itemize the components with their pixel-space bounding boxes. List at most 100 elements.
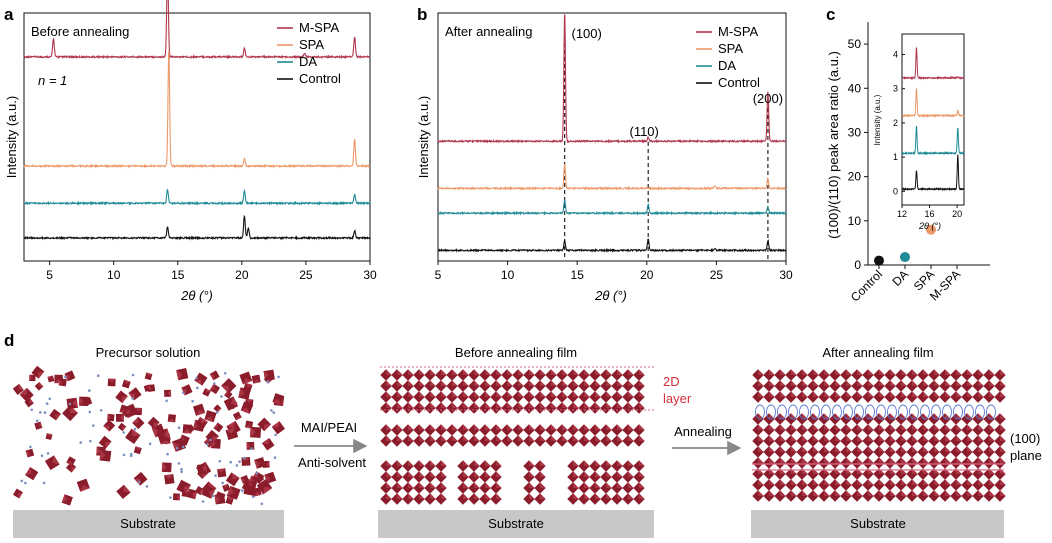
precursor-ion	[79, 441, 82, 444]
after-octahedron-facet	[879, 413, 885, 419]
precursor-octahedron	[133, 471, 148, 486]
before-upper-octahedron-facet	[485, 402, 491, 408]
precursor-octahedron	[256, 479, 273, 495]
panel-c-inset-series-da	[901, 126, 965, 156]
before-upper-octahedron-facet	[551, 391, 557, 397]
panel-b-peak-label: (110)	[629, 124, 658, 139]
after-octahedron-facet	[769, 490, 775, 496]
after-octahedron-facet	[835, 468, 841, 474]
before-lower-octahedron-facet	[573, 482, 579, 488]
precursor-octahedron-shape	[12, 488, 23, 499]
before-lower-octahedron-facet	[386, 471, 392, 477]
panel-b-x-tick-label: 10	[501, 268, 515, 282]
precursor-ion	[196, 386, 199, 390]
after-octahedron-facet	[813, 479, 819, 485]
before-upper-octahedron-facet	[562, 380, 568, 386]
before-upper-octahedron-facet	[474, 380, 480, 386]
precursor-ion	[20, 479, 24, 483]
before-lower-octahedron-facet	[485, 471, 491, 477]
before-upper-octahedron-facet	[518, 424, 524, 430]
after-octahedron-facet	[967, 446, 973, 452]
precursor-octahedron	[213, 404, 222, 413]
precursor-octahedron-shape-facet	[18, 383, 24, 391]
precursor-octahedron	[272, 393, 285, 405]
precursor-ion	[238, 460, 241, 464]
precursor-octahedron-shape-facet	[19, 387, 27, 395]
precursor-octahedron	[121, 379, 131, 389]
precursor-octahedron	[115, 390, 128, 404]
after-octahedron-facet	[978, 479, 984, 485]
precursor-octahedron	[116, 484, 131, 500]
precursor-octahedron-shape-facet	[196, 409, 206, 416]
2d-layer-label-2: layer	[663, 391, 692, 406]
after-octahedron-facet	[879, 490, 885, 496]
after-octahedron-facet	[824, 446, 830, 452]
after-octahedron-facet	[890, 457, 896, 463]
before-upper-octahedron-facet	[606, 380, 612, 386]
before-upper-octahedron-facet	[408, 424, 414, 430]
after-octahedron-facet	[978, 391, 984, 397]
panel-c-category-label: DA	[889, 267, 911, 289]
before-lower-octahedron-facet	[606, 460, 612, 466]
before-lower-octahedron-facet	[441, 471, 447, 477]
after-octahedron-facet	[901, 490, 907, 496]
precursor-octahedron	[172, 493, 181, 501]
after-octahedron-facet	[868, 479, 874, 485]
after-octahedron-facet	[758, 413, 764, 419]
precursor-octahedron-shape-facet	[224, 390, 229, 396]
precursor-ion	[181, 445, 185, 449]
before-lower-octahedron-facet	[386, 482, 392, 488]
after-annealing-film-title: After annealing film	[822, 345, 933, 360]
after-octahedron-facet	[934, 424, 940, 430]
precursor-octahedron	[214, 493, 226, 505]
before-upper-octahedron-facet	[617, 435, 623, 441]
precursor-octahedron	[195, 416, 208, 430]
before-lower-octahedron-facet	[540, 460, 546, 466]
precursor-octahedron	[225, 496, 234, 505]
panel-b-legend-label: Control	[718, 75, 760, 90]
precursor-octahedron	[147, 416, 160, 429]
precursor-ion	[255, 472, 259, 475]
precursor-octahedron	[133, 446, 142, 455]
before-lower-octahedron-facet	[408, 493, 414, 499]
after-octahedron-facet	[857, 424, 863, 430]
after-octahedron-facet	[758, 479, 764, 485]
panel-a-x-tick-label: 30	[363, 268, 377, 282]
after-spacer-cation	[887, 404, 897, 420]
precursor-ion	[191, 399, 194, 403]
after-octahedron-facet	[846, 424, 852, 430]
precursor-ion	[235, 464, 239, 467]
before-lower-octahedron-facet	[595, 471, 601, 477]
precursor-ion	[209, 438, 212, 442]
after-octahedron-facet	[989, 479, 995, 485]
panel-d: d Precursor solution Before annealing fi…	[4, 331, 1042, 538]
before-upper-octahedron-facet	[397, 435, 403, 441]
before-upper-octahedron-facet	[639, 424, 645, 430]
after-octahedron-facet	[780, 369, 786, 375]
after-octahedron-facet	[989, 446, 995, 452]
precursor-ion	[177, 462, 181, 465]
after-octahedron-facet	[967, 490, 973, 496]
precursor-octahedron-shape-facet	[153, 422, 160, 429]
precursor-octahedron	[24, 397, 34, 408]
before-upper-octahedron-facet	[617, 391, 623, 397]
after-octahedron-facet	[846, 391, 852, 397]
after-spacer-cation	[986, 404, 996, 420]
after-octahedron-facet	[967, 424, 973, 430]
precursor-octahedron-shape-facet	[103, 425, 110, 432]
after-octahedron-facet	[879, 435, 885, 441]
before-upper-octahedron-facet	[496, 369, 502, 375]
precursor-octahedron-shape-facet	[66, 461, 73, 466]
precursor-octahedron-shape-facet	[39, 381, 44, 387]
before-upper-octahedron-facet	[496, 402, 502, 408]
after-octahedron-facet	[857, 391, 863, 397]
before-lower-octahedron-facet	[595, 482, 601, 488]
precursor-octahedron-shape-facet	[182, 428, 192, 434]
after-octahedron-facet	[824, 369, 830, 375]
after-octahedron-facet	[967, 479, 973, 485]
precursor-octahedron	[271, 421, 286, 435]
precursor-octahedron	[240, 401, 254, 414]
precursor-octahedron-shape-facet	[167, 418, 176, 423]
panel-a-traces	[23, 0, 371, 241]
